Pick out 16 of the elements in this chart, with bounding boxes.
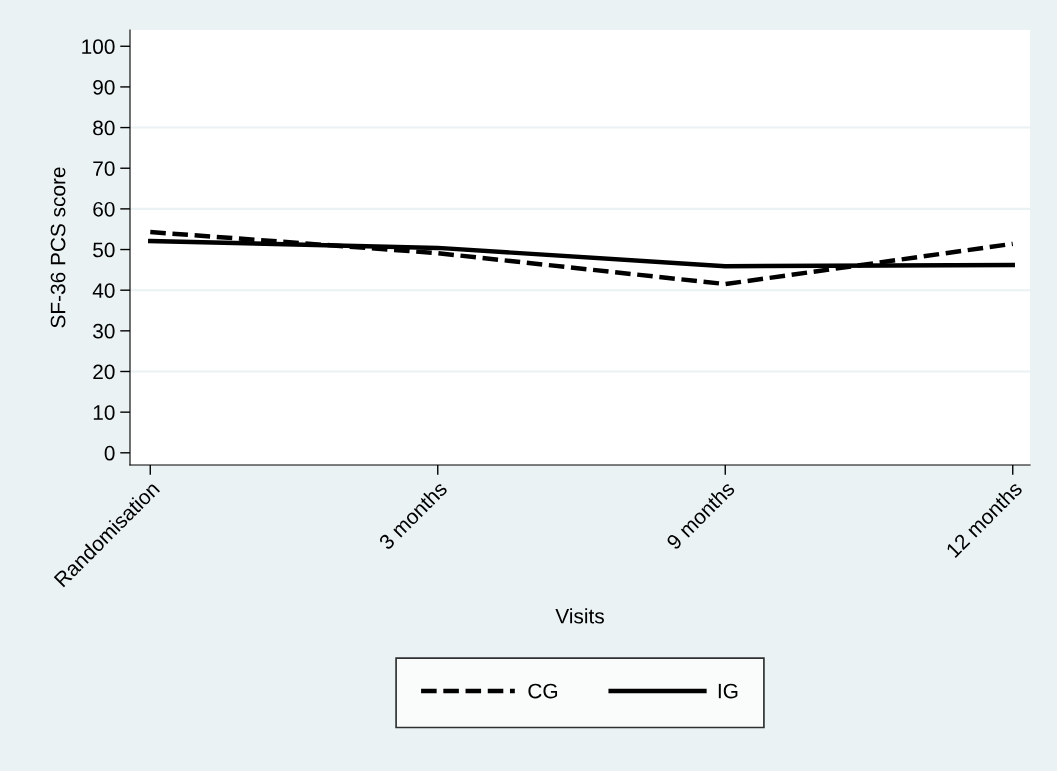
y-axis-title: SF-36 PCS score <box>50 167 66 328</box>
y-tick-label: 10 <box>93 405 115 420</box>
y-tick-label: 50 <box>93 242 115 258</box>
x-axis-title: Visits <box>555 608 604 624</box>
legend-label: CG <box>528 683 558 699</box>
y-tick-label: 30 <box>93 323 115 339</box>
y-tick-label: 70 <box>93 161 115 176</box>
legend-label: IG <box>718 683 738 699</box>
y-tick-label: 40 <box>92 283 115 298</box>
y-tick-label: 80 <box>93 120 115 136</box>
line-series <box>148 229 1015 287</box>
y-tick-label: 20 <box>93 364 115 380</box>
y-tick-label: 90 <box>93 79 115 95</box>
y-tick-label: 100 <box>82 39 115 55</box>
y-tick-label: 0 <box>104 445 115 461</box>
y-tick-label: 60 <box>93 201 115 217</box>
